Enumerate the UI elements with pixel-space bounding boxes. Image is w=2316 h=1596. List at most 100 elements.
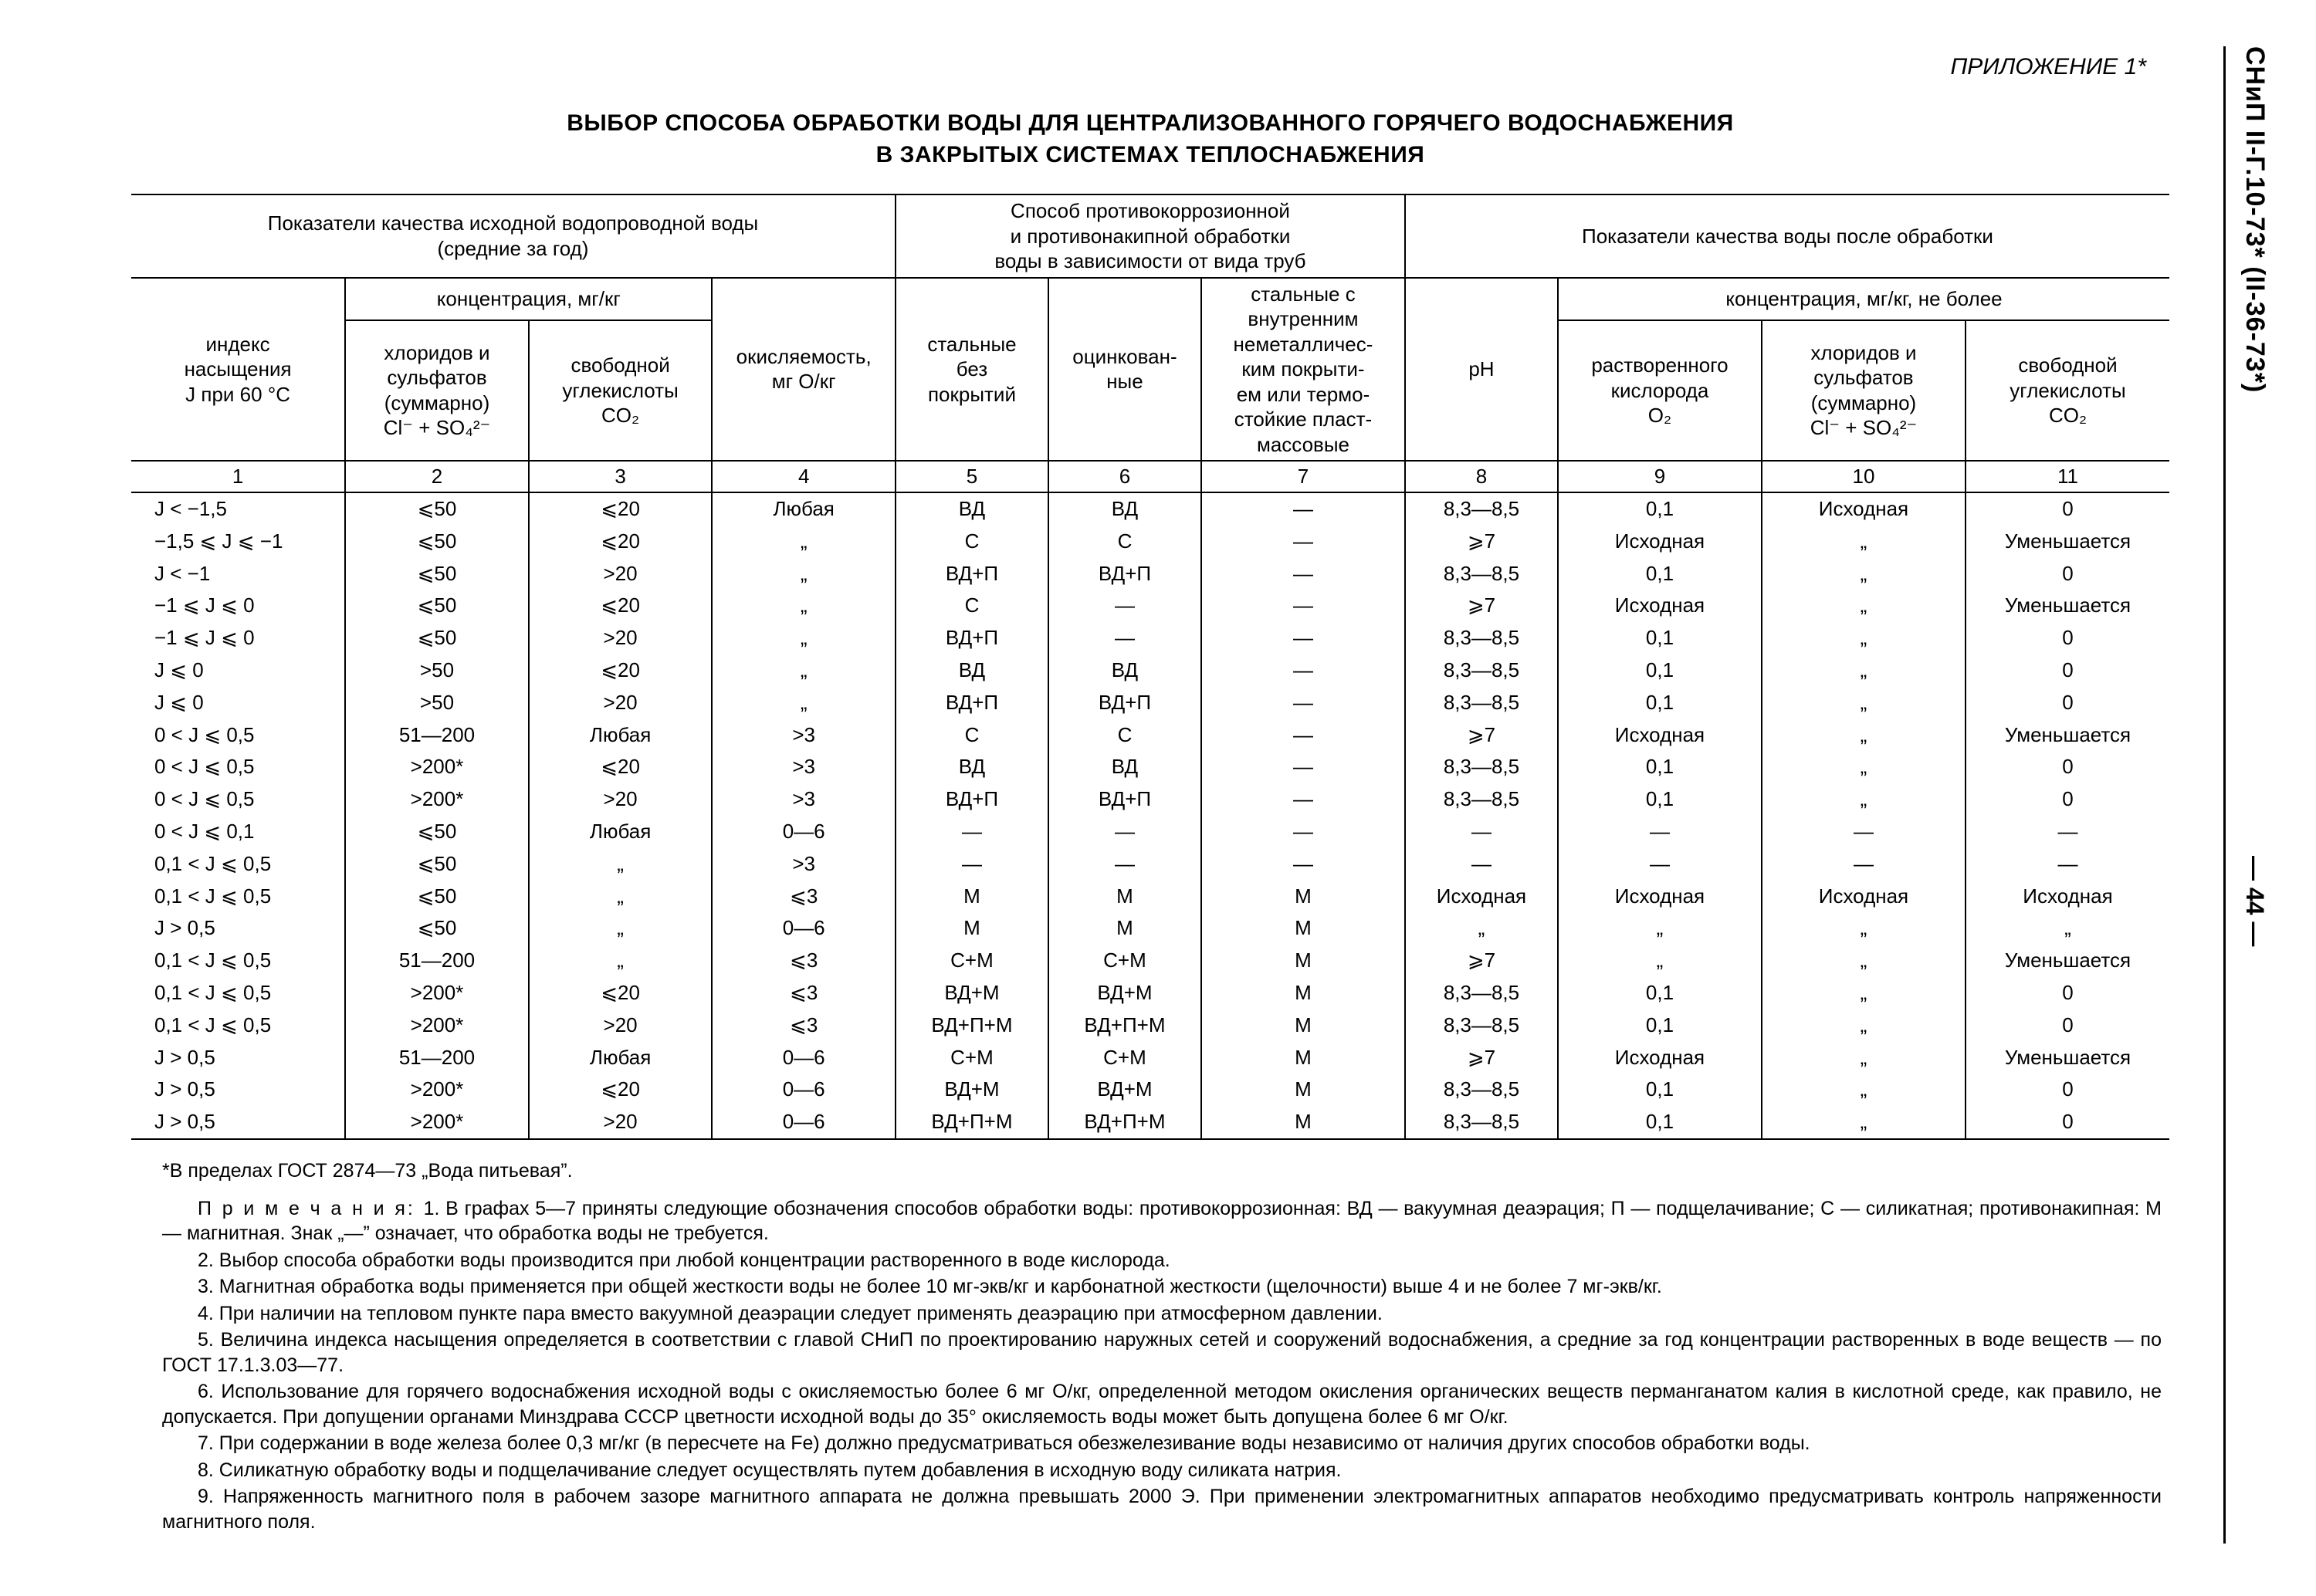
- table-cell: „: [1558, 912, 1762, 945]
- table-cell: ⩽20: [529, 590, 713, 622]
- table-cell: >50: [345, 687, 529, 719]
- table-cell: ⩽50: [345, 526, 529, 558]
- table-cell: —: [1048, 848, 1201, 881]
- hdr-c1: индекс насыщения J при 60 °С: [131, 278, 345, 462]
- table-cell: ВД+П: [896, 783, 1048, 816]
- title: ВЫБОР СПОСОБА ОБРАБОТКИ ВОДЫ ДЛЯ ЦЕНТРАЛ…: [131, 108, 2169, 171]
- table-row: J > 0,5>200*>200—6ВД+П+МВД+П+ММ8,3—8,50,…: [131, 1106, 2169, 1139]
- table-cell: „: [529, 848, 713, 881]
- table-cell: —: [1966, 848, 2169, 881]
- table-cell: ВД+П: [1048, 783, 1201, 816]
- table-row: 0 < J ⩽ 0,1⩽50Любая0—6———————: [131, 816, 2169, 848]
- table-cell: ВД+П: [1048, 687, 1201, 719]
- notes-block: П р и м е ч а н и я: 1. В графах 5—7 при…: [131, 1196, 2169, 1535]
- hdr-group-1: Показатели качества исходной водопроводн…: [131, 194, 896, 278]
- table-cell: ⩾7: [1405, 590, 1558, 622]
- note-item: 9. Напряженность магнитного поля в рабоч…: [162, 1484, 2162, 1534]
- table-cell: „: [1762, 590, 1966, 622]
- table-cell: Уменьшается: [1966, 1042, 2169, 1074]
- table-cell: —: [1201, 816, 1405, 848]
- table-cell: 0: [1966, 1106, 2169, 1139]
- table-cell: >3: [712, 783, 896, 816]
- hdr-c4: окисляемость, мг О/кг: [712, 278, 896, 462]
- table-cell: —: [896, 816, 1048, 848]
- table-cell: ⩽50: [345, 816, 529, 848]
- table-cell: >20: [529, 1009, 713, 1042]
- appendix-label: ПРИЛОЖЕНИЕ 1*: [131, 54, 2146, 80]
- table-cell: ВД+П+М: [1048, 1009, 1201, 1042]
- table-cell: —: [1201, 622, 1405, 654]
- table-cell: 0: [1966, 1009, 2169, 1042]
- table-cell: —: [1966, 816, 2169, 848]
- table-cell: „: [529, 945, 713, 977]
- table-cell: Исходная: [1966, 881, 2169, 913]
- table-cell: 8,3—8,5: [1405, 654, 1558, 687]
- hdr-c11: свободной углекислоты CO₂: [1966, 320, 2169, 461]
- table-cell: „: [1762, 526, 1966, 558]
- table-cell: С: [896, 719, 1048, 752]
- table-cell: J > 0,5: [131, 1042, 345, 1074]
- table-row: 0,1 < J ⩽ 0,5>200*⩽20⩽3ВД+МВД+ММ8,3—8,50…: [131, 977, 2169, 1009]
- table-cell: 0—6: [712, 816, 896, 848]
- table-cell: 0: [1966, 558, 2169, 590]
- table-cell: ⩽20: [529, 492, 713, 526]
- table-cell: J > 0,5: [131, 912, 345, 945]
- table-cell: „: [529, 881, 713, 913]
- table-row: J > 0,5⩽50„0—6МММ„„„„: [131, 912, 2169, 945]
- table-cell: —: [1048, 622, 1201, 654]
- table-cell: „: [712, 654, 896, 687]
- table-cell: 0,1: [1558, 654, 1762, 687]
- table-cell: ВД+П: [1048, 558, 1201, 590]
- table-cell: J ⩽ 0: [131, 654, 345, 687]
- table-cell: —: [1201, 719, 1405, 752]
- table-cell: 8,3—8,5: [1405, 492, 1558, 526]
- note-item: 7. При содержании в воде железа более 0,…: [162, 1431, 2162, 1456]
- note-item: 8. Силикатную обработку воды и подщелачи…: [162, 1458, 2162, 1483]
- table-cell: Уменьшается: [1966, 590, 2169, 622]
- table-cell: „: [529, 912, 713, 945]
- table-cell: ⩽20: [529, 751, 713, 783]
- table-cell: ВД: [1048, 751, 1201, 783]
- table-cell: М: [1048, 881, 1201, 913]
- table-cell: 8,3—8,5: [1405, 1009, 1558, 1042]
- notes-label: П р и м е ч а н и я:: [198, 1198, 424, 1219]
- table-cell: „: [1762, 945, 1966, 977]
- table-cell: —: [1201, 654, 1405, 687]
- table-cell: Уменьшается: [1966, 719, 2169, 752]
- table-cell: >3: [712, 751, 896, 783]
- table-cell: —: [1201, 558, 1405, 590]
- table-cell: Исходная: [1405, 881, 1558, 913]
- note-item: 5. Величина индекса насыщения определяет…: [162, 1327, 2162, 1378]
- table-cell: 0 < J ⩽ 0,5: [131, 751, 345, 783]
- table-cell: Любая: [529, 719, 713, 752]
- table-cell: „: [1762, 1042, 1966, 1074]
- table-cell: >200*: [345, 1009, 529, 1042]
- hdr-group-2: Способ противокоррозионной и противонаки…: [896, 194, 1405, 278]
- table-cell: >3: [712, 848, 896, 881]
- table-cell: —: [1201, 492, 1405, 526]
- table-cell: —: [1558, 848, 1762, 881]
- table-cell: −1 ⩽ J ⩽ 0: [131, 590, 345, 622]
- table-cell: С+М: [1048, 1042, 1201, 1074]
- hdr-conc-left: концентрация, мг/кг: [345, 278, 712, 320]
- table-cell: ВД+П+М: [1048, 1106, 1201, 1139]
- table-cell: >200*: [345, 1106, 529, 1139]
- table-cell: 0: [1966, 1074, 2169, 1106]
- table-cell: ВД: [896, 492, 1048, 526]
- hdr-c2: хлоридов и сульфатов (суммарно) Cl⁻ + SO…: [345, 320, 529, 461]
- table-cell: „: [1762, 783, 1966, 816]
- table-cell: —: [1762, 848, 1966, 881]
- table-cell: ⩽3: [712, 1009, 896, 1042]
- table-cell: „: [1762, 719, 1966, 752]
- table-cell: J ⩽ 0: [131, 687, 345, 719]
- table-cell: С: [896, 590, 1048, 622]
- hdr-c3: свободной углекислоты CO₂: [529, 320, 713, 461]
- table-cell: „: [1762, 654, 1966, 687]
- table-cell: ВД+М: [896, 1074, 1048, 1106]
- table-cell: ⩽50: [345, 558, 529, 590]
- table-cell: ВД+П+М: [896, 1009, 1048, 1042]
- table-cell: 0—6: [712, 912, 896, 945]
- table-cell: С: [896, 526, 1048, 558]
- table-cell: 0,1: [1558, 977, 1762, 1009]
- table-cell: ⩾7: [1405, 1042, 1558, 1074]
